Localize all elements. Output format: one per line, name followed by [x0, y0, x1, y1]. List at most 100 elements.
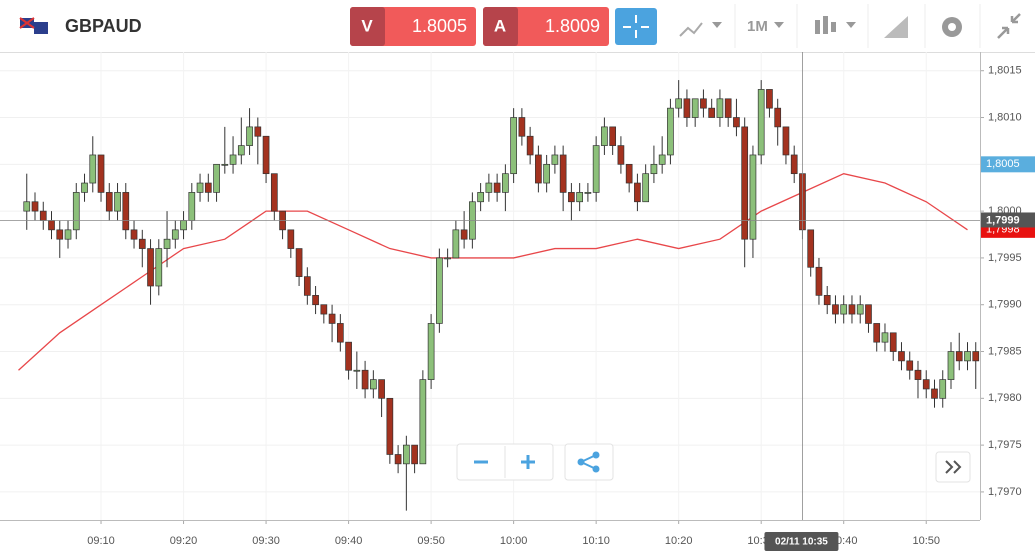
collapse-button[interactable]	[997, 13, 1021, 39]
candle-body	[856, 304, 864, 315]
candle-body	[336, 323, 344, 343]
candle-body	[634, 182, 641, 203]
price-tag	[981, 156, 1035, 173]
candle-body	[642, 173, 650, 203]
candle-body	[609, 126, 617, 146]
zoom-in[interactable]	[521, 455, 535, 469]
candle-body	[312, 295, 319, 306]
x-tick-label: 10:20	[665, 535, 693, 547]
x-tick-label: 10:50	[912, 535, 940, 547]
candle-body	[204, 182, 212, 193]
candle-body	[246, 126, 253, 146]
candle-body	[906, 360, 914, 371]
candle-body	[502, 173, 509, 193]
y-tick-label: 1,7975	[988, 439, 1022, 451]
candle-body	[592, 145, 600, 193]
candle-body	[403, 444, 410, 465]
candle-body	[419, 379, 427, 465]
y-tick-label: 1,8015	[988, 65, 1022, 77]
candle-body	[130, 229, 138, 240]
candle-body	[922, 379, 930, 390]
candle-body	[460, 229, 468, 240]
candle-body	[568, 192, 575, 203]
candle-body	[700, 98, 707, 109]
candle-body	[766, 89, 773, 109]
candle-body	[939, 379, 947, 399]
crosshair-button[interactable]	[615, 8, 657, 45]
candle-body	[39, 210, 47, 221]
buy-button[interactable]: A 1.8009	[483, 7, 609, 46]
candle-body	[947, 351, 955, 380]
candle-body	[972, 351, 980, 362]
candle-body	[964, 351, 971, 362]
y-tick-label: 1,8010	[988, 111, 1022, 123]
candle-body	[898, 351, 905, 362]
buy-price: 1.8009	[545, 16, 600, 36]
candle-body	[733, 117, 740, 128]
candle-body	[213, 163, 220, 193]
timeframe-arrow	[774, 22, 784, 28]
candle-body	[881, 332, 889, 343]
candle-body	[411, 444, 418, 465]
share[interactable]	[577, 451, 600, 473]
candle-body	[774, 107, 782, 128]
settings-button[interactable]	[942, 17, 962, 37]
candle-body	[832, 304, 839, 315]
candle-body	[171, 229, 179, 240]
candle-body	[493, 182, 501, 193]
candle-body	[724, 98, 732, 118]
x-tick-label: 09:40	[335, 535, 363, 547]
candle-body	[757, 89, 765, 156]
candle-body	[518, 117, 526, 137]
candle-body	[749, 154, 757, 240]
candle-body	[617, 145, 625, 165]
price-tag-label: 1,8005	[986, 158, 1020, 170]
candle-body	[914, 369, 922, 380]
candle-style-button[interactable]	[815, 16, 856, 34]
buy-label: A	[494, 16, 506, 35]
candle-body	[320, 304, 328, 315]
symbol: GBPAUD	[65, 16, 142, 36]
chart-type-button[interactable]	[679, 22, 722, 37]
candle-body	[840, 304, 848, 315]
y-tick-label: 1,7985	[988, 345, 1022, 357]
candle-body	[477, 192, 484, 203]
crosshair-price-label: 1,7999	[986, 214, 1020, 226]
candle-body	[889, 332, 897, 352]
candle-body	[114, 192, 121, 212]
candle-body	[97, 154, 105, 193]
y-tick-label: 1,7970	[988, 486, 1022, 498]
candle-body	[56, 229, 64, 240]
timeframe[interactable]: 1M	[747, 18, 768, 35]
scroll-end[interactable]	[945, 460, 962, 474]
candle-body	[790, 154, 798, 175]
candle-body	[865, 304, 872, 324]
x-tick-label: 09:20	[170, 535, 198, 547]
candle-body	[683, 98, 691, 118]
candle-body	[386, 397, 394, 455]
candle-body	[163, 238, 171, 249]
candle-body	[188, 192, 196, 221]
candle-body	[237, 145, 245, 156]
x-tick-label: 09:10	[87, 535, 115, 547]
candle-body	[675, 98, 683, 109]
candle-body	[955, 351, 963, 362]
candle-body	[48, 220, 55, 231]
candle-body	[378, 379, 385, 399]
candle-body	[782, 126, 790, 156]
candle-body	[196, 182, 204, 193]
candle-body	[444, 257, 451, 260]
candle-body	[155, 248, 163, 287]
sell-button[interactable]: V 1.8005	[350, 7, 476, 46]
draw-tool-button[interactable]	[884, 16, 908, 38]
candle-body	[658, 154, 666, 165]
candle-body	[452, 229, 460, 259]
candle-body	[328, 313, 336, 324]
candle-body	[287, 229, 295, 249]
candle-body	[254, 126, 262, 137]
candle-body	[815, 266, 823, 296]
candle-body	[559, 154, 567, 193]
candle-body	[229, 154, 237, 165]
plot: 1,7970 1,7975 1,7980 1,7985 1,7990 1,7995 1,80…	[0, 52, 1035, 551]
